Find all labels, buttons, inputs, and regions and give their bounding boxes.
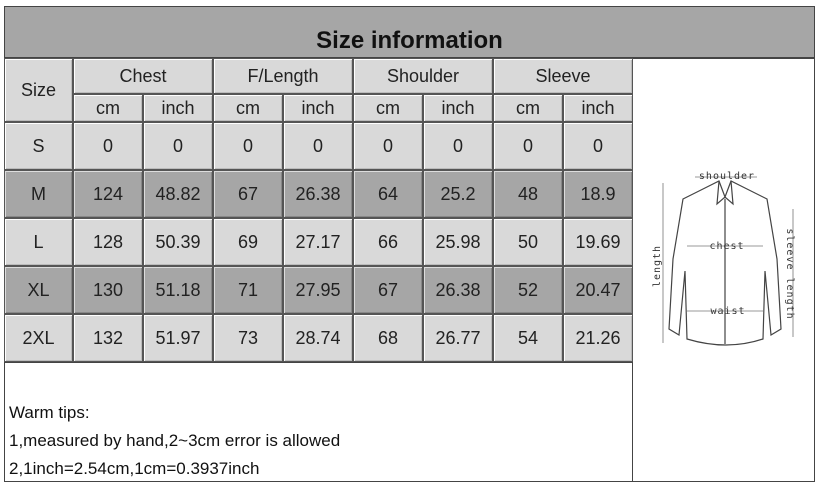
value-cell: 0 <box>283 122 353 170</box>
value-cell: 67 <box>353 266 423 314</box>
value-cell: 48.82 <box>143 170 213 218</box>
value-cell: 26.38 <box>283 170 353 218</box>
value-cell: 73 <box>213 314 283 362</box>
tips: Warm tips: 1,measured by hand,2~3cm error… <box>4 362 633 482</box>
unit-header: inch <box>143 94 213 122</box>
unit-header: cm <box>73 94 143 122</box>
value-cell: 27.17 <box>283 218 353 266</box>
tip-line: 1,measured by hand,2~3cm error is allowe… <box>9 431 341 450</box>
shirt-outline <box>668 180 782 346</box>
value-cell: 67 <box>213 170 283 218</box>
sleeve-label: sleeve length <box>784 228 795 319</box>
value-cell: 19.69 <box>563 218 633 266</box>
unit-header: inch <box>283 94 353 122</box>
value-cell: 0 <box>563 122 633 170</box>
value-cell: 0 <box>73 122 143 170</box>
group-header: Sleeve <box>493 58 633 94</box>
value-cell: 0 <box>213 122 283 170</box>
value-cell: 48 <box>493 170 563 218</box>
value-cell: 25.2 <box>423 170 493 218</box>
value-cell: 28.74 <box>283 314 353 362</box>
group-header: Chest <box>73 58 213 94</box>
value-cell: 0 <box>143 122 213 170</box>
size-cell: 2XL <box>4 314 73 362</box>
length-label: length <box>652 245 663 287</box>
value-cell: 27.95 <box>283 266 353 314</box>
shirt-diagram: shoulder chest waist length sleeve lengt… <box>652 171 795 346</box>
value-cell: 132 <box>73 314 143 362</box>
value-cell: 26.77 <box>423 314 493 362</box>
unit-header: cm <box>213 94 283 122</box>
value-cell: 128 <box>73 218 143 266</box>
shoulder-label: shoulder <box>699 171 755 182</box>
value-cell: 66 <box>353 218 423 266</box>
tip-line: 2,1inch=2.54cm,1cm=0.3937inch <box>9 459 260 478</box>
size-cell: S <box>4 122 73 170</box>
value-cell: 26.38 <box>423 266 493 314</box>
value-cell: 50.39 <box>143 218 213 266</box>
title: Size information <box>4 6 815 58</box>
waist-label: waist <box>710 306 745 317</box>
diagram: shoulder chest waist length sleeve lengt… <box>633 58 815 482</box>
value-cell: 51.97 <box>143 314 213 362</box>
value-cell: 0 <box>423 122 493 170</box>
group-header: F/Length <box>213 58 353 94</box>
value-cell: 21.26 <box>563 314 633 362</box>
value-cell: 0 <box>353 122 423 170</box>
value-cell: 71 <box>213 266 283 314</box>
size-header: Size <box>4 58 73 122</box>
size-cell: L <box>4 218 73 266</box>
tip-line: Warm tips: <box>9 403 90 422</box>
value-cell: 25.98 <box>423 218 493 266</box>
value-cell: 64 <box>353 170 423 218</box>
value-cell: 51.18 <box>143 266 213 314</box>
value-cell: 124 <box>73 170 143 218</box>
value-cell: 50 <box>493 218 563 266</box>
measure-lines <box>662 176 794 343</box>
value-cell: 18.9 <box>563 170 633 218</box>
value-cell: 130 <box>73 266 143 314</box>
value-cell: 0 <box>493 122 563 170</box>
value-cell: 54 <box>493 314 563 362</box>
value-cell: 68 <box>353 314 423 362</box>
unit-header: inch <box>563 94 633 122</box>
group-header: Shoulder <box>353 58 493 94</box>
unit-header: inch <box>423 94 493 122</box>
chest-label: chest <box>709 241 744 252</box>
value-cell: 20.47 <box>563 266 633 314</box>
size-cell: M <box>4 170 73 218</box>
size-cell: XL <box>4 266 73 314</box>
value-cell: 52 <box>493 266 563 314</box>
value-cell: 69 <box>213 218 283 266</box>
unit-header: cm <box>353 94 423 122</box>
unit-header: cm <box>493 94 563 122</box>
